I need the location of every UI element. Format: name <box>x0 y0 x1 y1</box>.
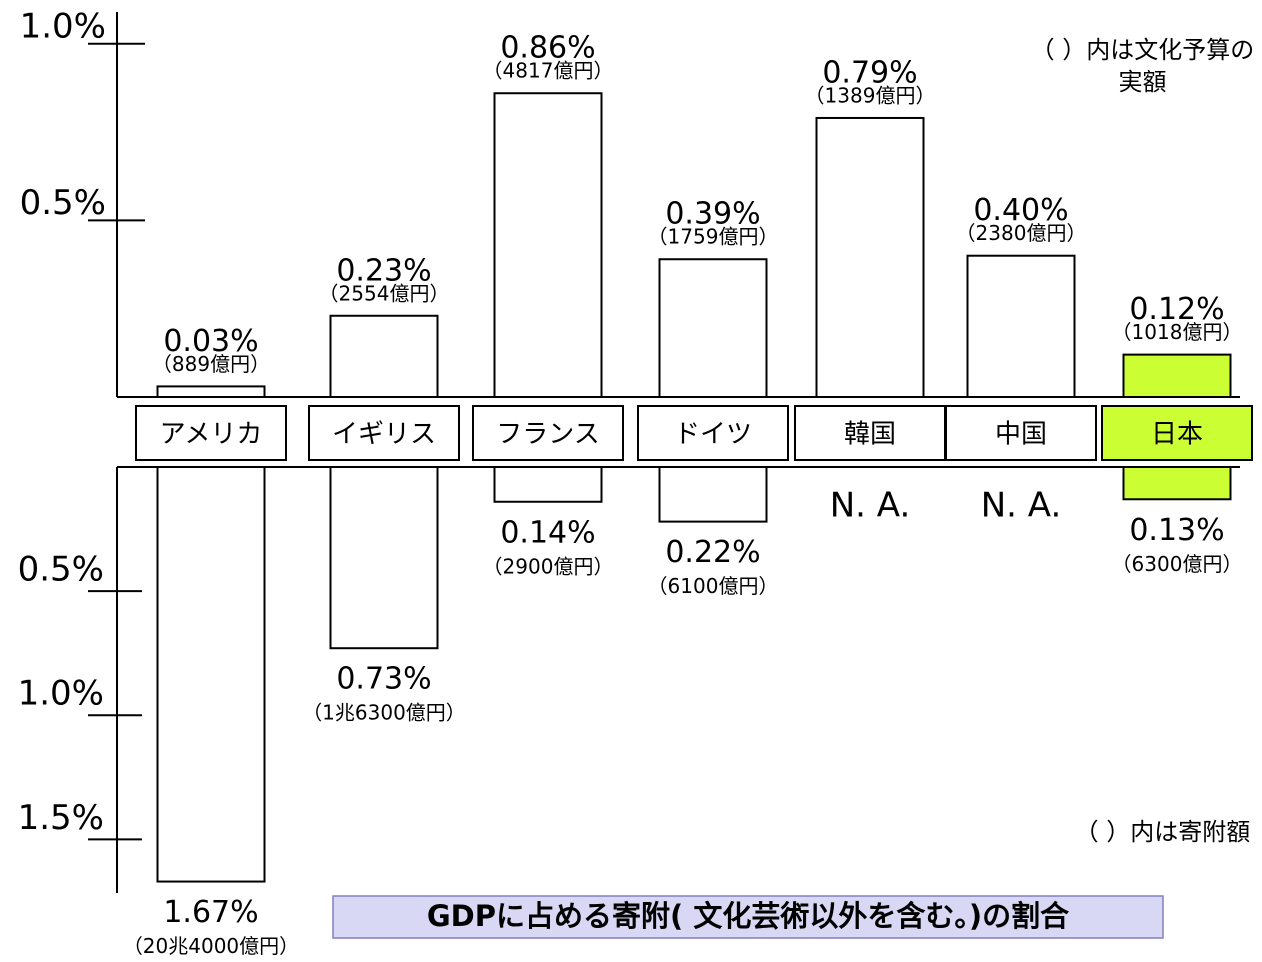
amount-label: （1389億円） <box>805 83 936 107</box>
y2-tick-label: 0.5% <box>18 550 104 590</box>
annotation: （ ）内は文化予算の実額 <box>1030 36 1255 96</box>
category-label: アメリカ <box>160 420 263 450</box>
y-tick-label: 0.5% <box>20 183 106 223</box>
chart-title: GDPに占める寄附( 文化芸術以外を含む。)の割合 <box>427 899 1069 933</box>
value-label: 0.12% <box>1129 292 1224 327</box>
value-label: 0.03% <box>163 324 258 359</box>
amount-label: （2900億円） <box>483 554 614 578</box>
category-label: フランス <box>496 420 599 450</box>
amount-label: （1兆6300億円） <box>302 701 466 725</box>
bar <box>1122 353 1232 399</box>
bar <box>493 92 603 399</box>
amount-label: （2380億円） <box>956 221 1087 245</box>
bar <box>493 466 603 503</box>
category-box <box>1101 405 1253 461</box>
bar <box>329 314 439 399</box>
y-tick-label: 1.0% <box>20 6 106 46</box>
category-box <box>308 405 460 461</box>
value-label: N. A. <box>981 486 1062 526</box>
category-box <box>794 405 946 461</box>
category-box <box>637 405 789 461</box>
bar <box>815 116 925 398</box>
y2-tick-label: 1.0% <box>18 674 104 714</box>
category-label: 中国 <box>995 420 1047 450</box>
category-box <box>135 405 287 461</box>
category-label: イギリス <box>332 420 436 450</box>
category-label: 日本 <box>1151 420 1203 450</box>
amount-label: （1018億円） <box>1112 320 1243 344</box>
bar <box>966 254 1076 398</box>
bar <box>1122 466 1232 501</box>
amount-label: （6300億円） <box>1112 552 1243 576</box>
value-label: N. A. <box>830 486 911 526</box>
category-box <box>945 405 1097 461</box>
bar <box>329 466 439 650</box>
value-label: 0.13% <box>1129 513 1224 548</box>
amount-label: （4817億円） <box>483 59 614 83</box>
category-label: ドイツ <box>674 420 752 450</box>
bar <box>658 466 768 523</box>
bar <box>156 385 266 398</box>
title-box <box>332 895 1164 939</box>
value-label: 0.23% <box>336 253 431 288</box>
amount-label: （20兆4000億円） <box>123 934 299 958</box>
value-label: 0.86% <box>500 31 595 66</box>
amount-label: （1759億円） <box>648 225 779 249</box>
amount-label: （2554億円） <box>319 281 450 305</box>
bar <box>658 258 768 398</box>
category-box <box>472 405 624 461</box>
category-label: 韓国 <box>844 420 896 450</box>
y2-tick-label: 1.5% <box>18 798 104 838</box>
value-label: 0.73% <box>336 662 431 697</box>
value-label: 0.40% <box>973 193 1068 228</box>
bar <box>156 466 266 883</box>
value-label: 0.14% <box>500 515 595 550</box>
amount-label: （889億円） <box>152 352 270 376</box>
value-label: 0.39% <box>665 197 760 232</box>
value-label: 0.22% <box>665 535 760 570</box>
amount-label: （6100億円） <box>648 574 779 598</box>
value-label: 0.79% <box>822 55 917 90</box>
annotation: （ ）内は寄附額 <box>1074 818 1251 846</box>
value-label: 1.67% <box>163 895 258 930</box>
